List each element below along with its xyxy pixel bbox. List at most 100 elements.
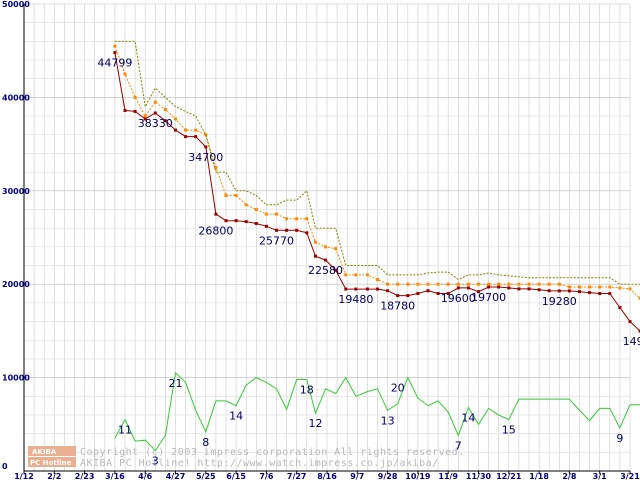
series-point-2: [204, 133, 208, 137]
x-tick-label: 11/9: [438, 472, 458, 480]
series-point-1: [143, 117, 147, 121]
series-point-2: [133, 95, 137, 99]
x-tick-label: 1/12: [14, 472, 34, 480]
series-point-2: [305, 217, 309, 221]
akiba-logo-subtext: PC Hotline: [30, 459, 72, 467]
series-point-2: [598, 285, 602, 289]
series-point-1: [436, 292, 440, 296]
series-point-1: [184, 135, 188, 139]
copyright-line-2: AKIBA PC Hotline! http://www.watch.impre…: [80, 458, 439, 469]
series-point-2: [638, 296, 640, 300]
series-point-2: [123, 72, 127, 76]
series-point-1: [376, 287, 379, 291]
data-label: 7: [455, 440, 462, 453]
series-point-2: [507, 282, 511, 286]
series-point-2: [618, 286, 622, 290]
data-label: 20: [391, 382, 405, 395]
data-label: 26800: [198, 225, 233, 238]
data-label: 13: [381, 414, 395, 427]
x-tick-label: 3/1: [593, 472, 607, 480]
series-point-2: [194, 128, 198, 132]
series-point-2: [396, 282, 400, 286]
series-point-1: [275, 228, 278, 232]
series-point-2: [143, 114, 147, 118]
series-point-2: [608, 285, 612, 289]
x-tick-label: 2/8: [562, 472, 576, 480]
series-point-2: [334, 247, 338, 251]
data-label: 12: [308, 417, 322, 430]
series-point-2: [416, 282, 420, 286]
series-point-1: [194, 135, 198, 139]
data-label: 14980: [623, 335, 640, 348]
series-point-1: [588, 291, 592, 295]
series-line-4: [114, 371, 640, 452]
series-point-1: [578, 290, 581, 294]
y-tick-label: 50000: [2, 0, 30, 9]
series-point-1: [163, 119, 167, 123]
x-tick-label: 8/16: [317, 472, 337, 480]
series-point-2: [163, 108, 167, 112]
series-point-1: [174, 128, 177, 132]
data-label: 14: [229, 410, 243, 423]
series-point-2: [153, 100, 157, 104]
copyright-watermark: AKIBA PC Hotline Copyright (c) 2003 impr…: [28, 446, 464, 469]
x-tick-label: 5/25: [196, 472, 216, 480]
series-point-2: [578, 285, 581, 289]
y-axis-ticks: 0 10000 20000 30000 40000 50000: [2, 0, 30, 471]
series-point-1: [628, 320, 632, 324]
data-label: 3: [152, 454, 159, 467]
data-label: 19600: [441, 292, 476, 305]
series-point-1: [466, 286, 470, 290]
series-point-1: [598, 292, 602, 296]
series-point-2: [628, 287, 632, 291]
series-point-1: [285, 228, 289, 232]
series-point-1: [234, 219, 238, 223]
series-point-2: [113, 44, 117, 48]
series-point-2: [244, 203, 248, 207]
series-point-1: [608, 292, 612, 296]
series-point-1: [214, 212, 218, 216]
series-point-2: [547, 282, 551, 286]
grid-lines: [23, 3, 631, 472]
series-point-1: [133, 109, 137, 113]
series-point-2: [324, 245, 328, 249]
series-point-1: [638, 329, 640, 333]
series-point-2: [466, 282, 470, 286]
series-point-1: [204, 145, 208, 149]
series-point-2: [537, 282, 541, 286]
series-point-2: [436, 282, 440, 286]
series-point-2: [588, 285, 592, 289]
series-line-3: [114, 40, 640, 285]
series-point-2: [313, 240, 317, 244]
x-tick-label: 4/27: [166, 472, 186, 480]
series-point-1: [497, 285, 501, 289]
series-point-1: [456, 286, 460, 290]
series-point-2: [224, 193, 228, 197]
data-label: 19700: [471, 291, 506, 304]
series-point-2: [285, 217, 289, 221]
series-point-1: [477, 290, 480, 294]
series-lines: [113, 40, 640, 452]
series-point-1: [365, 287, 369, 291]
x-axis-ticks: 1/12 2/2 2/23 3/16 4/6 4/27 5/25 6/15 7/6 7/27 8/1…: [14, 471, 640, 480]
x-tick-label: 9/7: [350, 472, 364, 480]
y-tick-label: 30000: [2, 187, 30, 196]
akiba-logo-bottom: [28, 457, 76, 467]
series-point-1: [618, 306, 622, 310]
x-tick-label: 1/18: [529, 472, 549, 480]
series-point-1: [396, 294, 400, 298]
series-point-2: [344, 273, 348, 277]
akiba-logo-top: [28, 446, 76, 456]
data-label: 44799: [97, 57, 132, 70]
series-point-2: [264, 212, 268, 216]
akiba-logo-text: AKIBA: [32, 448, 57, 456]
data-label: 9: [616, 432, 623, 445]
series-point-1: [507, 286, 511, 290]
x-tick-label: 7/27: [287, 472, 307, 480]
series-point-2: [214, 165, 218, 169]
series-line-2: [114, 45, 640, 299]
series-point-1: [547, 289, 551, 293]
series-point-1: [305, 231, 309, 235]
series-point-1: [537, 288, 541, 292]
